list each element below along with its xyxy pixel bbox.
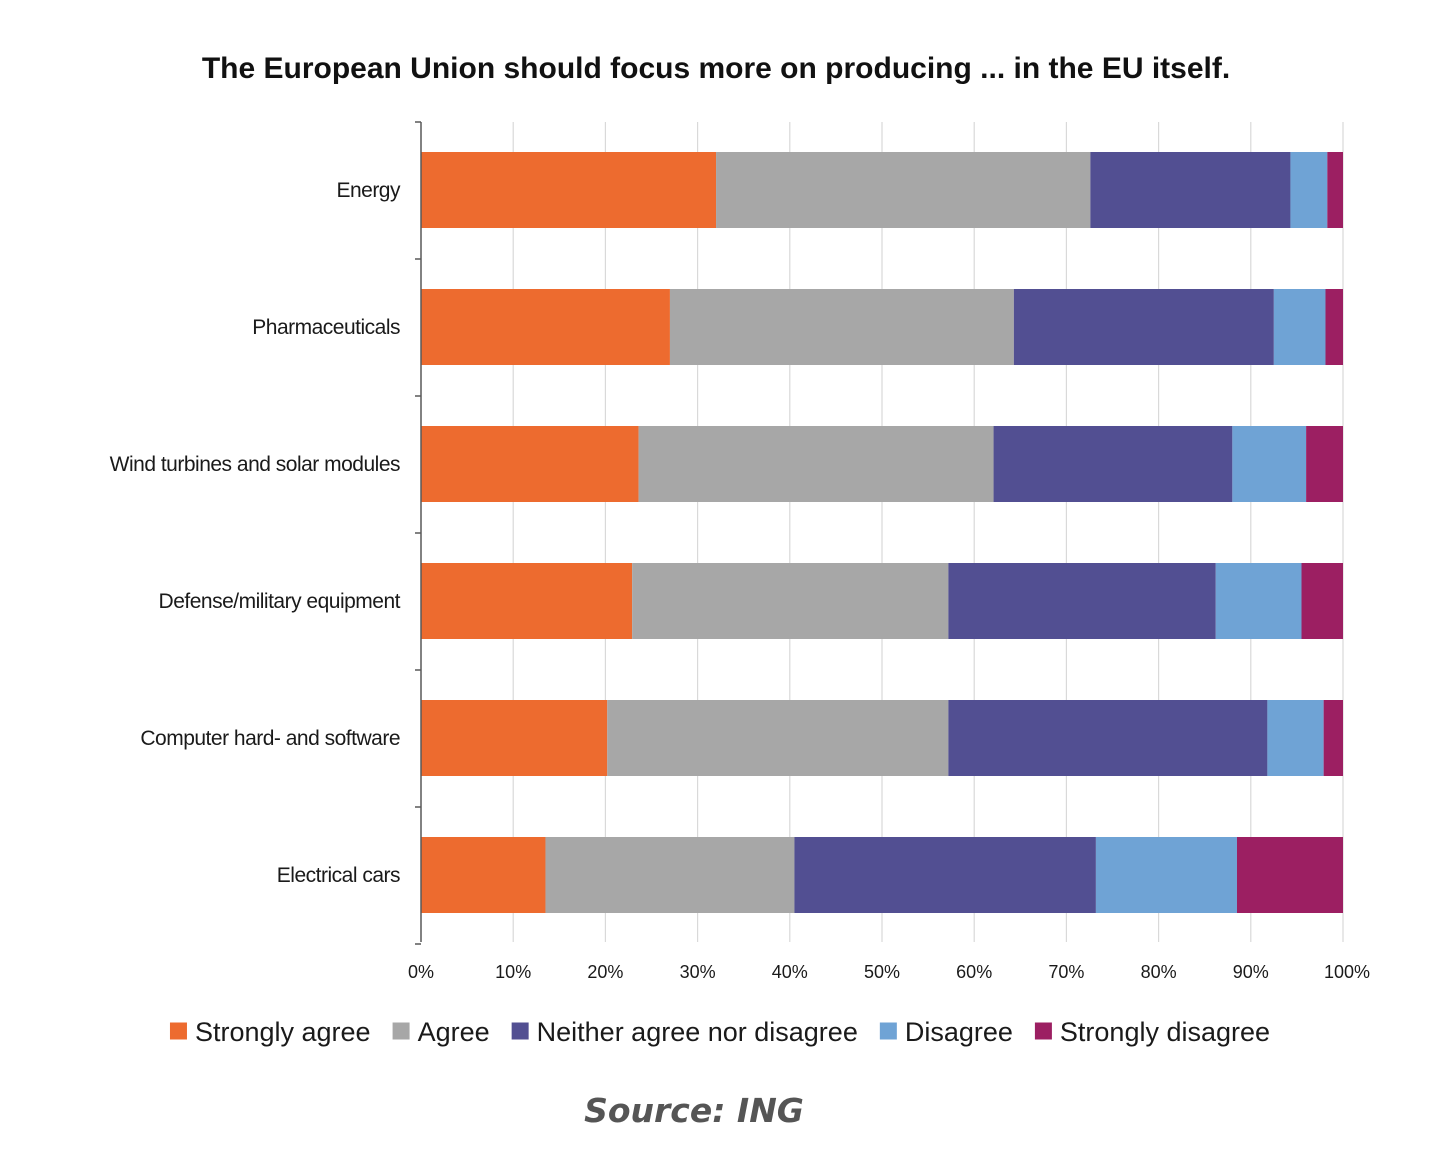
bar-segment xyxy=(1327,152,1343,228)
bar-segment xyxy=(669,289,1014,365)
bar-segment xyxy=(794,837,1096,913)
legend-swatch xyxy=(1034,1022,1052,1040)
bar-segment xyxy=(1236,837,1343,913)
x-tick-labels: 0% 10% 20% 30% 40% 50% 60% 70% 80% 90% 100% xyxy=(408,962,1370,982)
bar-segment xyxy=(638,426,994,502)
legend-swatch xyxy=(169,1022,187,1040)
legend-item: Disagree xyxy=(879,1017,1013,1047)
legend-item: Strongly agree xyxy=(169,1017,371,1047)
x-tick-label: 40% xyxy=(772,962,808,982)
category-label: Energy xyxy=(336,179,401,202)
category-label: Computer hard- and software xyxy=(140,727,400,750)
legend-swatch xyxy=(392,1022,410,1040)
bar-segment xyxy=(716,152,1091,228)
legend-swatch xyxy=(511,1022,529,1040)
x-tick-label: 60% xyxy=(956,962,992,982)
legend-item: Strongly disagree xyxy=(1034,1017,1270,1047)
category-labels: Energy Pharmaceuticals Wind turbines and s… xyxy=(110,179,402,887)
bar-segment xyxy=(1290,152,1328,228)
legend-item: Agree xyxy=(392,1017,490,1047)
bar-segment xyxy=(545,837,795,913)
x-tick-label: 10% xyxy=(495,962,531,982)
bar-segment xyxy=(1323,700,1343,776)
gridlines xyxy=(512,122,1344,942)
legend: Strongly agree Agree Neither agree nor dis… xyxy=(169,1017,1270,1047)
category-label: Electrical cars xyxy=(277,864,400,887)
x-tick-label: 90% xyxy=(1233,962,1269,982)
legend-item: Neither agree nor disagree xyxy=(511,1017,858,1047)
x-tick-label: 50% xyxy=(864,962,900,982)
bar-segment xyxy=(607,700,949,776)
bar-segment xyxy=(1301,563,1343,639)
bar-segment xyxy=(421,700,608,776)
bar-segment xyxy=(948,563,1216,639)
category-label: Defense/military equipment xyxy=(159,590,401,613)
bar-segment xyxy=(1232,426,1307,502)
bar-segment xyxy=(1090,152,1291,228)
bar-segment xyxy=(421,289,670,365)
source-note: Source: ING xyxy=(584,1091,804,1130)
bar-area xyxy=(421,152,1343,913)
bar-segment xyxy=(421,426,639,502)
legend-label: Neither agree nor disagree xyxy=(537,1017,858,1047)
bar-segment xyxy=(421,152,717,228)
bar-segment xyxy=(421,837,546,913)
x-tick-label: 30% xyxy=(680,962,716,982)
bar-segment xyxy=(948,700,1268,776)
bar-segment xyxy=(1215,563,1302,639)
x-tick-label: 20% xyxy=(587,962,623,982)
chart-title: The European Union should focus more on … xyxy=(202,52,1230,85)
legend-label: Disagree xyxy=(905,1017,1013,1047)
bar-segment xyxy=(1325,289,1343,365)
bar-segment xyxy=(1306,426,1343,502)
bar-segment xyxy=(1273,289,1326,365)
bar-segment xyxy=(1095,837,1237,913)
x-tick-label: 70% xyxy=(1048,962,1084,982)
legend-label: Strongly disagree xyxy=(1060,1017,1270,1047)
category-label: Wind turbines and solar modules xyxy=(110,453,400,476)
legend-swatch xyxy=(879,1022,897,1040)
bar-segment xyxy=(421,563,633,639)
x-tick-label: 80% xyxy=(1141,962,1177,982)
bar-segment xyxy=(1267,700,1324,776)
bar-segment xyxy=(1013,289,1274,365)
axes xyxy=(415,121,422,945)
category-label: Pharmaceuticals xyxy=(252,316,400,339)
bar-segment xyxy=(993,426,1233,502)
x-tick-label: 0% xyxy=(408,962,434,982)
legend-label: Agree xyxy=(418,1017,490,1047)
legend-label: Strongly agree xyxy=(195,1017,371,1047)
bar-segment xyxy=(632,563,949,639)
x-tick-label: 100% xyxy=(1324,962,1370,982)
